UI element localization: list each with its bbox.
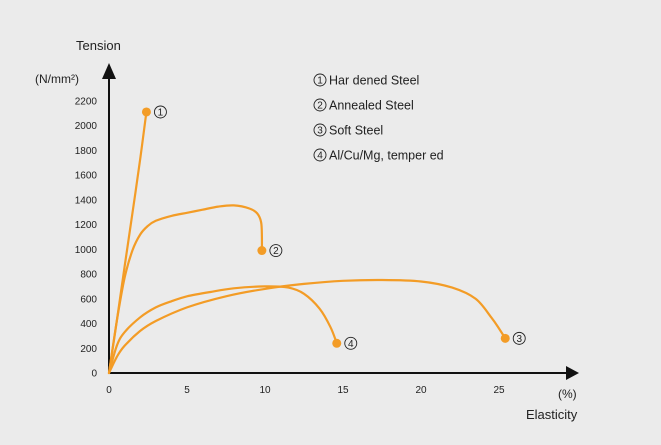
x-tick-labels: 0 5 10 15 20 25 <box>106 385 505 396</box>
y-tick-label: 1000 <box>75 245 98 256</box>
legend: 1 Har dened Steel 2 Annealed Steel 3 Soft Ste… <box>313 73 444 163</box>
x-tick-label: 20 <box>415 385 427 396</box>
legend-number-4: 4 <box>317 151 323 162</box>
x-tick-label: 15 <box>337 385 349 396</box>
y-tick-label: 1800 <box>75 146 98 157</box>
series-label-circle-2 <box>269 244 283 257</box>
y-tick-label: 600 <box>80 294 97 305</box>
legend-circle-2 <box>313 98 327 112</box>
series-label-number-2: 2 <box>273 246 279 257</box>
y-tick-label: 800 <box>80 270 97 281</box>
legend-number-2: 2 <box>317 101 323 112</box>
x-tick-label: 0 <box>106 385 112 396</box>
legend-entry-1: Har dened Steel <box>329 74 419 88</box>
series-line-2 <box>107 204 264 375</box>
series-end-marker-4 <box>332 338 342 348</box>
legend-circle-4 <box>313 148 327 162</box>
series-lines <box>107 110 507 375</box>
series-line-4 <box>107 285 338 375</box>
y-axis-unit: (N/mm²) <box>35 72 79 86</box>
y-tick-label: 2200 <box>75 96 98 107</box>
y-tick-label: 1400 <box>75 195 98 206</box>
series-end-marker-1 <box>141 107 151 117</box>
legend-entry-2: Annealed Steel <box>329 99 414 113</box>
legend-number-1: 1 <box>317 76 323 87</box>
series-end-marker-2 <box>257 246 267 256</box>
series-markers: 1 2 3 4 <box>141 105 526 350</box>
y-tick-label: 0 <box>91 369 97 380</box>
legend-entry-4: Al/Cu/Mg, temper ed <box>329 149 444 163</box>
series-line-3 <box>107 278 507 375</box>
y-tick-label: 1600 <box>75 171 98 182</box>
legend-number-3: 3 <box>317 126 323 137</box>
x-tick-label: 10 <box>259 385 271 396</box>
series-label-number-4: 4 <box>348 339 354 350</box>
x-axis-unit: (%) <box>558 387 577 401</box>
legend-entry-3: Soft Steel <box>329 124 383 138</box>
series-label-circle-4 <box>344 336 358 350</box>
y-axis-arrow <box>102 63 116 79</box>
y-tick-label: 1200 <box>75 220 98 231</box>
y-tick-labels: 0 200 400 600 800 1000 1200 1400 1600 1800 2000 220… <box>75 96 98 379</box>
axes <box>102 63 579 380</box>
series-label-number-1: 1 <box>158 107 164 118</box>
series-label-circle-1 <box>153 105 167 119</box>
series-label-number-3: 3 <box>516 334 522 345</box>
x-tick-label: 5 <box>184 385 190 396</box>
series-end-marker-3 <box>500 333 510 343</box>
x-axis-arrow <box>566 366 579 380</box>
x-axis-title: Elasticity <box>526 407 578 422</box>
legend-circle-3 <box>313 123 327 137</box>
legend-circle-1 <box>313 73 327 87</box>
x-tick-label: 25 <box>493 385 505 396</box>
series-label-circle-3 <box>512 331 526 345</box>
y-tick-label: 200 <box>80 344 97 355</box>
y-axis-title: Tension <box>76 38 121 53</box>
y-tick-label: 2000 <box>75 121 98 132</box>
y-tick-label: 400 <box>80 319 97 330</box>
